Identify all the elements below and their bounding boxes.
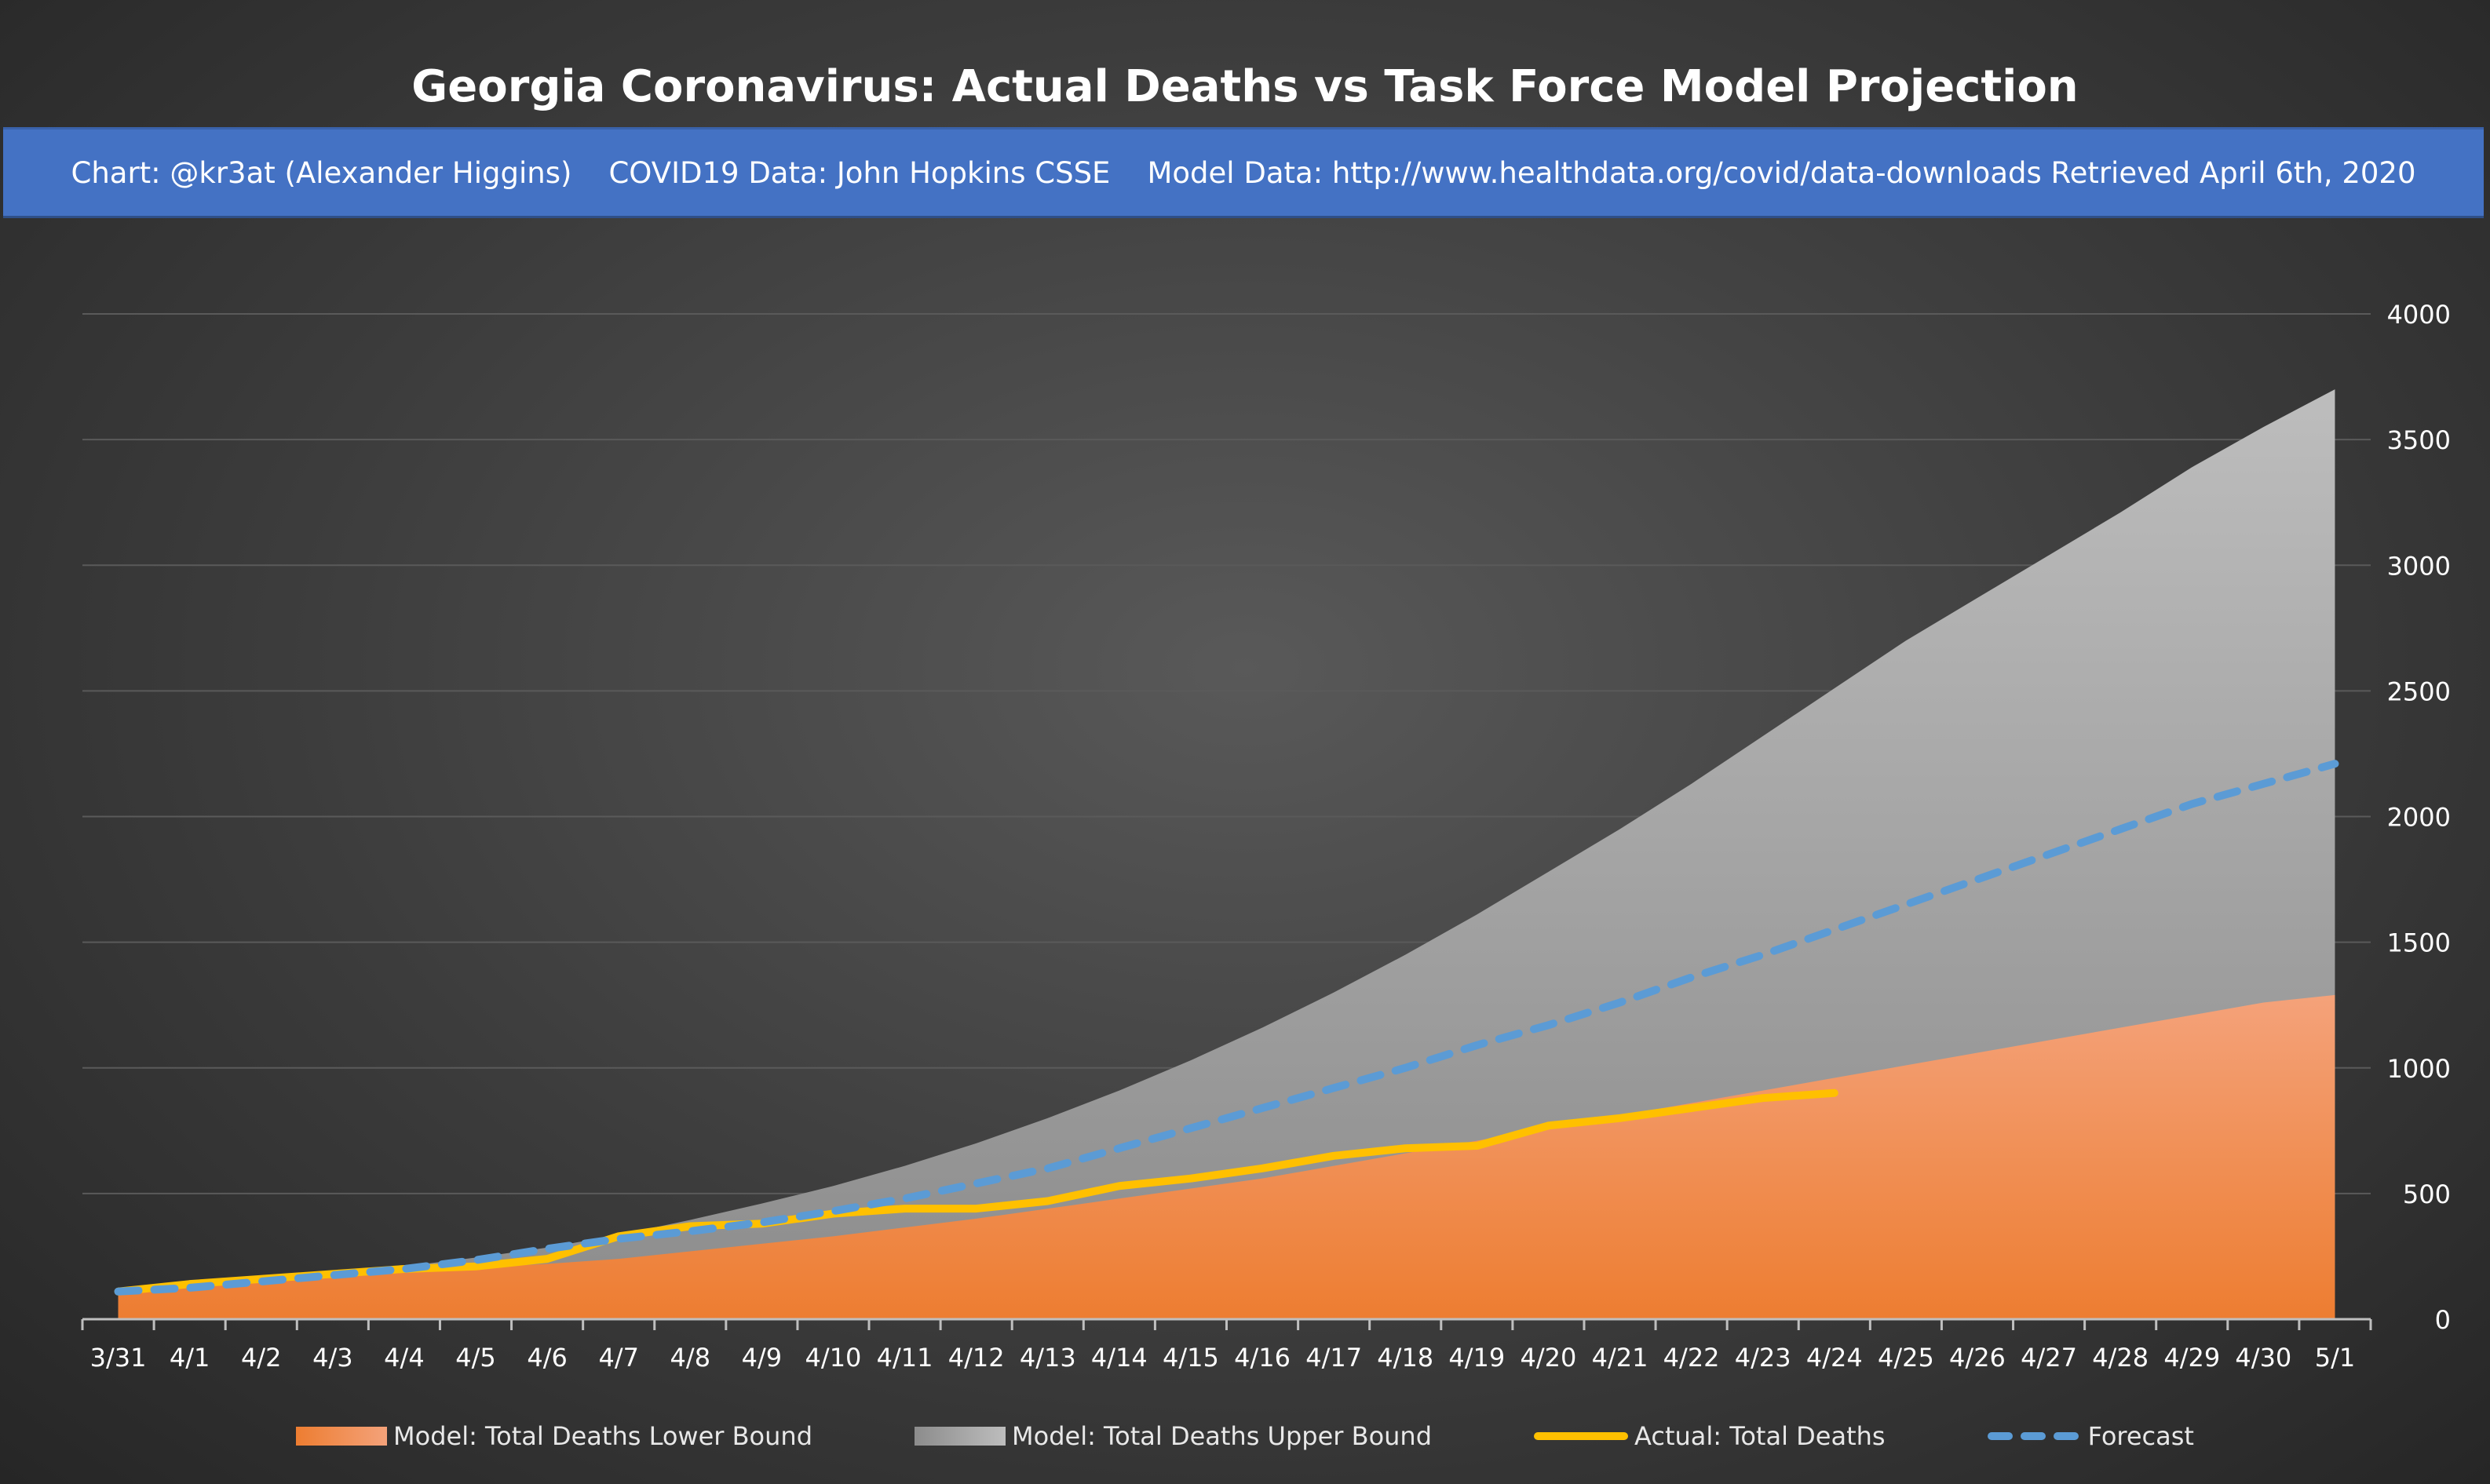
legend-swatch-actual <box>1534 1432 1629 1440</box>
series-upper-bound-area <box>118 389 2335 1320</box>
x-tick-label: 4/26 <box>1949 1343 2006 1373</box>
x-tick-label: 4/9 <box>742 1343 783 1373</box>
legend-label-lower-bound: Model: Total Deaths Lower Bound <box>393 1421 812 1451</box>
series-forecast-line <box>114 760 2339 1296</box>
legend-swatch-lower-bound <box>296 1427 388 1446</box>
x-tick-label: 4/2 <box>241 1343 282 1373</box>
x-tick-label: 4/14 <box>1091 1343 1148 1373</box>
x-tick-label: 4/16 <box>1234 1343 1291 1373</box>
y-tick-label: 3000 <box>2387 551 2451 581</box>
x-tick-label: 4/4 <box>384 1343 425 1373</box>
chart-subtitle: Chart: @kr3at (Alexander Higgins) COVID1… <box>71 155 2416 190</box>
x-tick-label: 4/28 <box>2092 1343 2149 1373</box>
x-tick-label: 4/30 <box>2235 1343 2291 1373</box>
x-tick-label: 4/20 <box>1520 1343 1576 1373</box>
x-tick-label: 4/11 <box>877 1343 933 1373</box>
x-tick-label: 4/5 <box>455 1343 496 1373</box>
x-tick-label: 4/13 <box>1020 1343 1076 1373</box>
y-tick-label: 500 <box>2403 1180 2451 1209</box>
legend-swatch-forecast <box>1987 1432 2082 1440</box>
legend-item-actual: Actual: Total Deaths <box>1534 1421 1886 1451</box>
y-tick-label: 4000 <box>2387 300 2451 330</box>
line-series <box>114 760 2339 1296</box>
area-series <box>118 389 2335 1320</box>
x-tick-label: 4/17 <box>1305 1343 1362 1373</box>
x-tick-label: 4/1 <box>170 1343 210 1373</box>
x-tick-label: 3/31 <box>90 1343 147 1373</box>
y-tick-label: 0 <box>2435 1305 2451 1335</box>
x-tick-label: 4/19 <box>1448 1343 1505 1373</box>
x-tick-label: 4/8 <box>670 1343 711 1373</box>
x-tick-label: 4/6 <box>527 1343 568 1373</box>
x-tick-label: 4/23 <box>1735 1343 1791 1373</box>
x-tick-label: 4/24 <box>1806 1343 1863 1373</box>
x-tick-label: 4/10 <box>805 1343 862 1373</box>
chart-title: Georgia Coronavirus: Actual Deaths vs Ta… <box>411 61 2079 112</box>
y-tick-label: 2500 <box>2387 676 2451 706</box>
legend-item-lower-bound: Model: Total Deaths Lower Bound <box>296 1421 812 1451</box>
legend-label-upper-bound: Model: Total Deaths Upper Bound <box>1012 1421 1433 1451</box>
x-tick-label: 4/18 <box>1377 1343 1433 1373</box>
x-tick-label: 4/12 <box>948 1343 1005 1373</box>
series-lower-bound-area <box>118 994 2335 1319</box>
legend-label-forecast: Forecast <box>2087 1421 2194 1451</box>
x-tick-label: 4/21 <box>1592 1343 1648 1373</box>
x-tick-label: 4/29 <box>2163 1343 2220 1373</box>
x-tick-label: 5/1 <box>2315 1343 2356 1373</box>
x-tick-label: 4/15 <box>1163 1343 1219 1373</box>
x-tick-label: 4/27 <box>2021 1343 2077 1373</box>
y-tick-label: 1500 <box>2387 928 2451 958</box>
x-tick-label: 4/7 <box>598 1343 639 1373</box>
x-tick-label: 4/22 <box>1663 1343 1720 1373</box>
x-tick-label: 4/3 <box>312 1343 353 1373</box>
y-tick-label: 2000 <box>2387 803 2451 833</box>
y-tick-label: 3500 <box>2387 425 2451 455</box>
legend-label-actual: Actual: Total Deaths <box>1634 1421 1886 1451</box>
y-tick-label: 1000 <box>2387 1054 2451 1084</box>
subtitle-banner: Chart: @kr3at (Alexander Higgins) COVID1… <box>3 127 2484 218</box>
x-tick-label: 4/25 <box>1878 1343 1934 1373</box>
legend-swatch-upper-bound <box>915 1427 1006 1446</box>
legend: Model: Total Deaths Lower Bound Model: T… <box>0 1413 2490 1460</box>
legend-item-upper-bound: Model: Total Deaths Upper Bound <box>915 1421 1432 1451</box>
legend-item-forecast: Forecast <box>1987 1421 2194 1451</box>
